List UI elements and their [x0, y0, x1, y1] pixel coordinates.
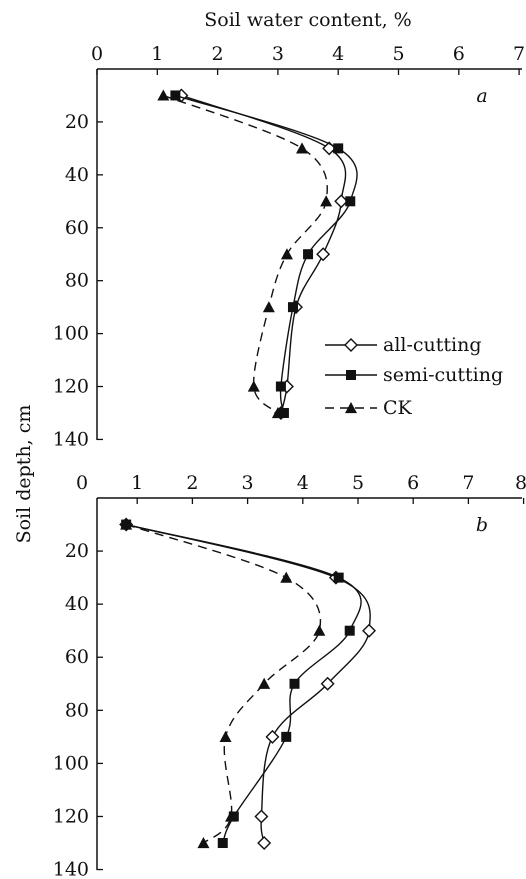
data-point-semi-cutting — [333, 572, 344, 583]
series-line-semi-cutting — [125, 523, 362, 844]
data-point-semi-cutting — [289, 678, 300, 689]
x-tick-label: 3 — [272, 43, 284, 65]
y-tick-label: 100 — [53, 752, 89, 774]
x-tick-label: 6 — [453, 43, 465, 65]
data-point-CK — [219, 730, 232, 742]
y-axis-title: Soil depth, cm — [13, 405, 35, 544]
x-tick-label: 8 — [515, 472, 526, 494]
data-point-CK — [247, 380, 260, 392]
panel-letter: a — [476, 85, 487, 107]
legend-marker-semi-cutting — [346, 370, 356, 380]
data-point-all-cutting — [362, 623, 377, 638]
x-tick-label: 2 — [186, 472, 198, 494]
data-point-semi-cutting — [281, 731, 292, 742]
x-tick-label: 0 — [91, 43, 103, 65]
data-point-CK — [313, 624, 326, 636]
x-tick-label: 4 — [332, 43, 344, 65]
data-point-semi-cutting — [278, 407, 289, 418]
data-point-CK — [157, 89, 170, 101]
data-point-semi-cutting — [333, 143, 344, 154]
x-tick-label: 6 — [407, 472, 419, 494]
y-tick-label: 60 — [65, 646, 89, 668]
x-tick-label: 5 — [352, 472, 364, 494]
data-point-all-cutting — [257, 836, 272, 851]
y-tick-label: 100 — [53, 323, 89, 345]
data-point-CK — [280, 571, 293, 583]
y-tick-label: 40 — [65, 593, 89, 615]
data-point-all-cutting — [316, 247, 331, 262]
panel-a: 0 1 2 3 4 5 6 7 20 40 60 80 100 120 140 a all-cutting sem… — [53, 43, 525, 450]
data-point-semi-cutting — [303, 249, 314, 260]
panel-b: 0 1 2 3 4 5 6 7 8 20 40 60 80 100 120 140 b — [53, 472, 526, 879]
series-line-CK — [163, 94, 328, 414]
data-point-semi-cutting — [217, 838, 228, 849]
x-tick-label: 5 — [392, 43, 404, 65]
legend-label-CK: CK — [383, 397, 413, 419]
data-point-CK — [197, 837, 210, 849]
x-tick-label: 0 — [76, 472, 88, 494]
data-point-semi-cutting — [345, 196, 356, 207]
x-tick-label: 1 — [131, 472, 143, 494]
data-point-semi-cutting — [170, 90, 181, 101]
legend-marker-CK — [345, 402, 357, 414]
series-semi-cutting — [170, 90, 358, 418]
x-tick-label: 7 — [513, 43, 525, 65]
data-point-CK — [120, 518, 133, 530]
series-CK — [157, 89, 333, 419]
y-tick-label: 120 — [53, 376, 89, 398]
y-tick-label: 140 — [53, 428, 89, 450]
data-point-CK — [271, 406, 284, 419]
x-tick-label: 1 — [151, 43, 163, 65]
x-tick-label: 4 — [297, 472, 309, 494]
y-tick-label: 20 — [65, 540, 89, 562]
series-all-cutting — [119, 517, 377, 851]
data-point-semi-cutting — [275, 381, 286, 392]
x-axis-title: Soil water content, % — [204, 9, 411, 31]
y-tick-label: 20 — [65, 111, 89, 133]
y-tick-label: 140 — [53, 859, 89, 879]
data-point-CK — [225, 810, 238, 822]
legend-label-all-cutting: all-cutting — [383, 334, 482, 356]
data-point-all-cutting — [334, 194, 349, 209]
data-point-CK — [258, 677, 271, 689]
y-tick-label: 40 — [65, 164, 89, 186]
data-point-semi-cutting — [287, 302, 298, 313]
data-point-CK — [320, 195, 333, 207]
legend-label-semi-cutting: semi-cutting — [383, 364, 503, 386]
x-tick-label: 2 — [212, 43, 224, 65]
data-point-all-cutting — [320, 676, 335, 691]
y-tick-label: 60 — [65, 217, 89, 239]
y-tick-label: 120 — [53, 805, 89, 827]
panel-letter: b — [476, 514, 488, 536]
data-point-all-cutting — [265, 729, 280, 744]
data-point-semi-cutting — [344, 625, 355, 636]
x-tick-label: 7 — [462, 472, 474, 494]
legend-marker-all-cutting — [344, 338, 358, 352]
x-tick-label: 3 — [242, 472, 254, 494]
data-point-CK — [280, 248, 293, 260]
legend: all-cutting semi-cutting CK — [325, 334, 503, 419]
series-all-cutting — [174, 88, 349, 420]
data-point-CK — [296, 142, 309, 154]
y-tick-label: 80 — [65, 699, 89, 721]
series-line-CK — [125, 523, 322, 844]
series-CK — [120, 518, 326, 849]
data-point-CK — [262, 301, 275, 313]
y-tick-label: 80 — [65, 270, 89, 292]
data-point-all-cutting — [254, 809, 269, 824]
